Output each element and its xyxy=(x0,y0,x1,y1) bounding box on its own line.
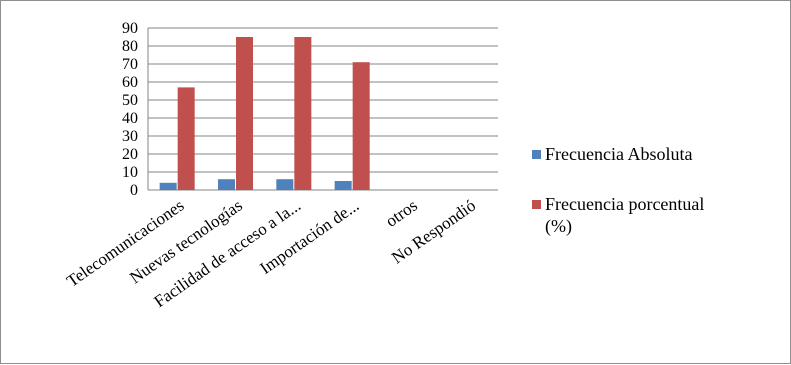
y-tick-label: 20 xyxy=(122,146,138,163)
y-tick-label: 40 xyxy=(122,110,138,127)
bar-absoluta xyxy=(159,182,177,190)
bar-porcentual xyxy=(177,87,195,190)
x-category-label: Importación de... xyxy=(256,196,362,278)
y-tick-label: 60 xyxy=(122,74,138,91)
legend-label-absoluta: Frecuencia Absoluta xyxy=(545,144,692,164)
y-tick-label: 80 xyxy=(122,38,138,55)
x-category-label: otros xyxy=(382,196,421,231)
bar-porcentual xyxy=(294,37,312,190)
legend-swatch-absoluta xyxy=(532,150,541,159)
y-tick-label: 90 xyxy=(122,20,138,37)
bar-absoluta xyxy=(218,179,235,190)
y-tick-label: 10 xyxy=(122,164,138,181)
bar-porcentual xyxy=(352,62,370,191)
bar-porcentual xyxy=(236,37,253,190)
bar-absoluta xyxy=(334,181,352,190)
y-tick-label: 70 xyxy=(122,56,138,73)
legend-swatch-porcentual xyxy=(532,200,541,209)
y-tick-label: 0 xyxy=(130,182,138,199)
legend-label-porcentual: Frecuencia porcentual (%) xyxy=(545,194,704,237)
bar-absoluta xyxy=(276,179,294,190)
y-tick-label: 50 xyxy=(122,92,138,109)
y-tick-label: 30 xyxy=(122,128,138,145)
